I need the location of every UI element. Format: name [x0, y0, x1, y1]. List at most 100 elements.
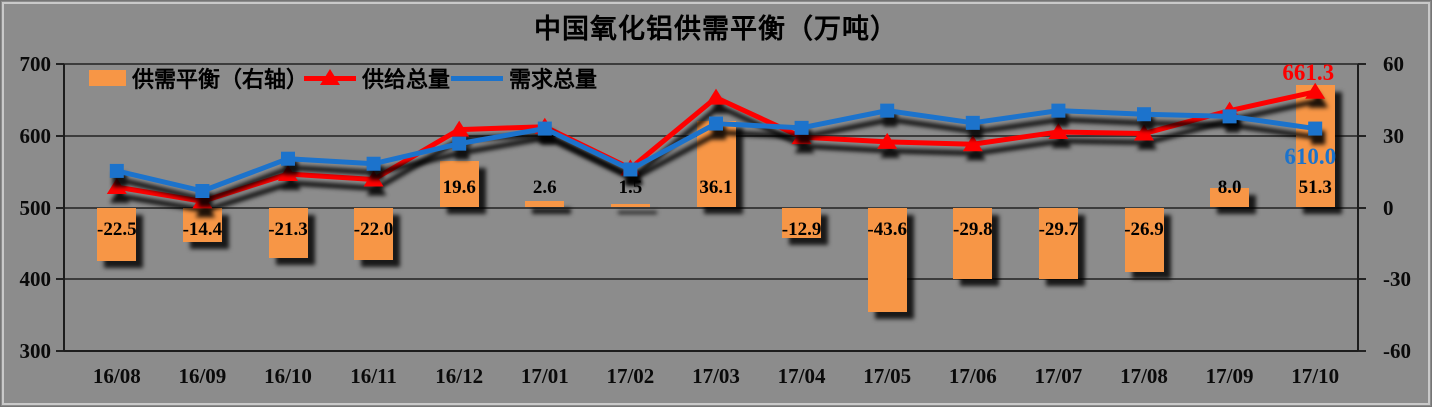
gridline [64, 278, 1358, 281]
square-marker-icon [470, 71, 484, 85]
supply-end-label: 661.3 [1282, 59, 1335, 85]
left-axis-tick-label: 500 [19, 195, 52, 220]
right-tick [1358, 350, 1366, 352]
demand-line-icon [451, 65, 503, 91]
bar-value-label: -12.9 [781, 219, 822, 240]
square-marker-icon [623, 162, 638, 177]
x-axis-line [64, 350, 1358, 352]
legend-item-balance: 供需平衡（右轴） [89, 65, 309, 92]
triangle-marker-icon [363, 170, 384, 187]
demand-end-label: 610.0 [1284, 143, 1337, 169]
square-marker-icon [195, 183, 210, 198]
x-axis-tick-label: 17/08 [1120, 364, 1168, 388]
bar-value-label: 1.5 [618, 177, 643, 198]
triangle-marker-icon [962, 135, 983, 152]
left-tick [56, 350, 64, 352]
x-axis-tick-label: 17/05 [863, 364, 912, 388]
balance-bar [867, 207, 907, 312]
gridline [64, 63, 1358, 65]
bar-value-label: -14.4 [182, 219, 223, 240]
legend-item-demand: 需求总量 [451, 65, 598, 92]
square-marker-icon [109, 163, 124, 178]
right-axis-tick-label: -60 [1383, 339, 1411, 363]
bar-value-label: -22.5 [97, 219, 137, 240]
triangle-marker-icon [534, 117, 555, 134]
right-axis-tick-label: 60 [1383, 52, 1404, 76]
square-marker-icon [794, 120, 809, 135]
triangle-marker-icon [278, 164, 298, 181]
legend-label-demand: 需求总量 [509, 67, 598, 92]
balance-bar [610, 203, 650, 208]
chart-title: 中国氧化铝供需平衡（万吨） [534, 14, 898, 44]
bar-value-label: -26.9 [1124, 219, 1164, 240]
bar-value-label: 51.3 [1298, 177, 1332, 198]
x-axis-tick-label: 17/09 [1205, 364, 1254, 388]
bar-value-label: -22.0 [353, 219, 394, 240]
right-tick [1358, 206, 1366, 209]
right-tick [1358, 63, 1366, 65]
gridline [64, 206, 1358, 209]
triangle-marker-icon [1134, 124, 1154, 141]
x-axis-tick-label: 17/10 [1291, 364, 1340, 388]
bar-value-label: 36.1 [699, 177, 733, 198]
triangle-marker-icon [1219, 101, 1240, 118]
x-axis-tick-label: 16/12 [435, 364, 484, 388]
square-marker-icon [965, 115, 980, 130]
x-axis-tick-label: 17/07 [1034, 364, 1083, 388]
x-axis-tick-label: 16/09 [178, 364, 227, 388]
left-axis-line [63, 64, 65, 351]
balance-bar [268, 207, 308, 259]
bar-value-label: 8.0 [1217, 177, 1242, 198]
legend-label-supply: 供给总量 [362, 67, 451, 92]
balance-bar [97, 207, 137, 262]
balance-bar [953, 207, 993, 279]
right-tick [1358, 134, 1366, 137]
left-axis-tick-label: 300 [19, 339, 52, 363]
balance-bar [354, 207, 394, 261]
x-axis-tick-label: 16/08 [92, 364, 141, 388]
bar-value-label: 19.6 [442, 177, 476, 198]
left-axis-tick-label: 700 [19, 52, 52, 76]
x-axis-tick-label: 17/06 [948, 364, 997, 388]
left-axis-tick-label: 600 [19, 123, 52, 148]
right-axis-tick-label: -30 [1383, 267, 1411, 292]
x-axis-tick-label: 17/04 [777, 364, 826, 388]
balance-bar [1124, 207, 1164, 272]
bar-value-label: 2.6 [532, 177, 557, 198]
balance-swatch-icon [89, 70, 126, 86]
legend-label-balance: 供需平衡（右轴） [132, 67, 309, 92]
balance-bar [182, 207, 222, 242]
balance-bar [782, 207, 822, 239]
x-axis-tick-label: 16/10 [264, 364, 312, 388]
square-marker-icon [537, 121, 552, 136]
left-tick [56, 63, 64, 65]
bar-value-label: -29.8 [953, 219, 993, 240]
square-marker-icon [1051, 103, 1066, 118]
left-tick [56, 134, 64, 137]
right-axis-tick-label: 30 [1383, 123, 1404, 148]
right-axis-line [1357, 64, 1359, 351]
x-axis-tick-label: 17/03 [692, 364, 740, 388]
square-marker-icon [281, 151, 295, 166]
square-marker-icon [1137, 107, 1151, 122]
x-axis-tick-label: 16/11 [350, 364, 397, 388]
triangle-marker-icon [620, 159, 641, 176]
left-tick [56, 278, 64, 281]
triangle-marker-icon [320, 69, 340, 85]
left-axis-tick-label: 400 [19, 267, 52, 292]
x-axis-tick-label: 17/02 [606, 364, 655, 388]
bar-value-label: -29.7 [1038, 219, 1079, 240]
bar-value-label: -43.6 [867, 219, 907, 240]
square-marker-icon [880, 103, 895, 118]
bar-value-label: -21.3 [268, 219, 308, 240]
balance-bar [1038, 207, 1078, 279]
right-axis-tick-label: 0 [1383, 195, 1394, 220]
left-tick [56, 206, 64, 209]
legend-item-supply: 供给总量 [304, 65, 451, 92]
square-marker-icon [1222, 109, 1237, 124]
supply-line-icon [304, 65, 356, 91]
right-tick [1358, 278, 1366, 281]
square-marker-icon [366, 156, 381, 171]
x-axis-tick-label: 17/01 [520, 364, 569, 388]
